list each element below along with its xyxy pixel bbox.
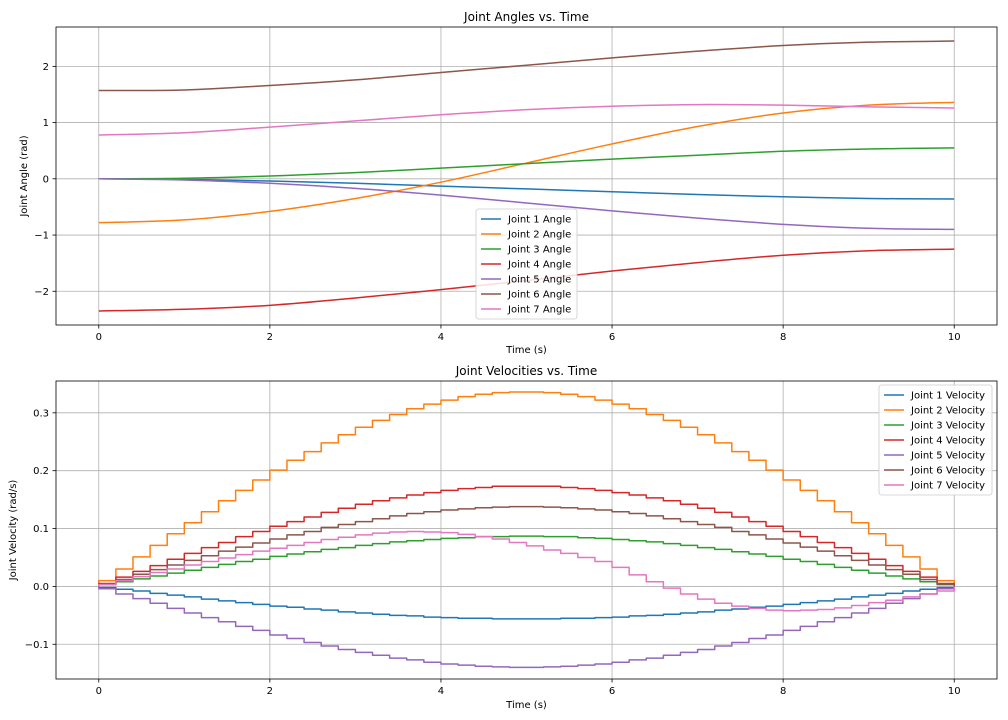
series-line-joint-2-velocity [98,391,955,587]
series-line-joint-7-angle [98,103,955,136]
legend-label: Joint 1 Angle [507,215,571,226]
y-tick-label: 1 [43,118,49,129]
axes-frame [55,380,998,680]
y-tick-label: −1 [34,231,49,242]
series-line-joint-5-velocity [98,586,955,669]
y-tick-label: 0.0 [33,582,49,593]
legend-label: Joint 2 Angle [507,230,571,241]
series-line-joint-4-velocity [98,485,955,587]
y-tick-label: 0 [43,174,49,185]
y-tick-label: −0.1 [25,640,49,651]
y-axis-label: Joint Velocity (rad/s) [8,480,19,582]
chart-title: Joint Velocities vs. Time [455,364,597,378]
series-line-joint-1-angle [98,178,955,200]
legend-label: Joint 6 Angle [507,290,571,301]
series-line-joint-6-velocity [98,505,955,587]
y-tick-label: 0.3 [33,408,49,419]
legend-label: Joint 4 Angle [507,260,571,271]
series-group [98,391,955,669]
legend-label: Joint 2 Velocity [910,406,985,417]
legend: Joint 1 Velocity Joint 2 Velocity Joint 3 … [878,384,993,496]
x-axis-label: Time (s) [505,700,547,711]
joint-velocities-chart: 0 2 4 6 8 10 −0.1 0.0 0.1 0.2 0.3 Joint Velocities … [8,364,998,711]
x-tick-label: 2 [267,332,273,343]
x-tick-label: 6 [609,686,615,697]
x-tick-label: 8 [780,332,786,343]
series-line-joint-2-angle [98,101,955,224]
x-tick-label: 6 [609,332,615,343]
series-line-joint-3-velocity [98,535,955,587]
series-line-joint-6-angle [98,40,955,92]
legend-label: Joint 7 Angle [507,305,571,316]
y-tick-label: −2 [34,287,49,298]
legend-box [475,208,578,320]
grid-lines [56,381,997,679]
legend-label: Joint 3 Velocity [910,421,985,432]
x-tick-label: 10 [948,332,961,343]
legend-label: Joint 4 Velocity [910,436,985,447]
x-tick-label: 10 [948,686,961,697]
y-tick-label: 2 [43,62,49,73]
series-line-joint-7-velocity [98,530,955,612]
x-tick-label: 2 [267,686,273,697]
x-tick-label: 4 [438,686,444,697]
y-tick-label: 0.2 [33,466,49,477]
legend-label: Joint 5 Velocity [910,451,985,462]
x-axis-label: Time (s) [505,345,547,356]
legend: Joint 1 Angle Joint 2 Angle Joint 3 Angle J… [475,208,578,320]
y-tick-label: 0.1 [33,524,49,535]
chart-title: Joint Angles vs. Time [463,10,589,24]
x-tick-label: 0 [96,686,102,697]
legend-box [878,384,993,496]
series-line-joint-3-angle [98,147,955,180]
legend-label: Joint 6 Velocity [910,466,985,477]
axes-frame [55,26,998,326]
legend-label: Joint 5 Angle [507,275,571,286]
series-group [98,40,955,312]
x-tick-label: 4 [438,332,444,343]
y-axis-label: Joint Angle (rad) [19,135,30,217]
legend-label: Joint 1 Velocity [910,391,985,402]
legend-label: Joint 3 Angle [507,245,571,256]
legend-label: Joint 7 Velocity [910,481,985,492]
series-line-joint-1-velocity [98,586,955,620]
x-tick-label: 8 [780,686,786,697]
x-tick-label: 0 [96,332,102,343]
series-line-joint-5-angle [98,178,955,231]
joint-angles-chart: 0 2 4 6 8 10 −2 −1 0 1 2 Joint Angles vs. Time Time … [19,10,998,356]
